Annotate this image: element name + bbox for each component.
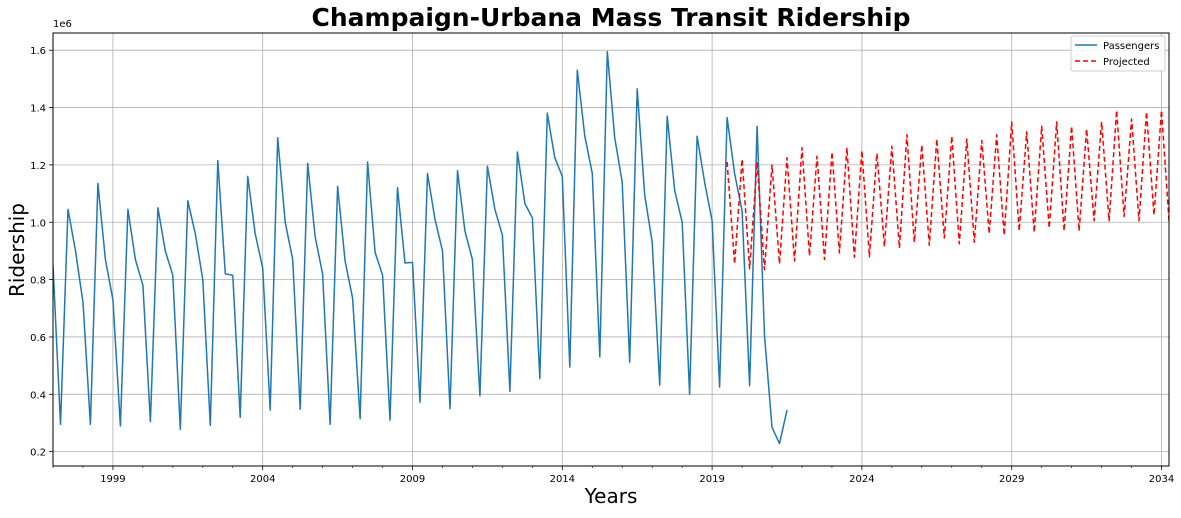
y-tick-label: 0.4 xyxy=(30,390,46,401)
legend: Passengers Projected xyxy=(1070,35,1166,72)
y-axis-label: Ridership xyxy=(5,203,29,297)
legend-label-projected: Projected xyxy=(1103,57,1150,68)
x-tick-label: 2009 xyxy=(400,474,425,485)
y-tick-label: 1.2 xyxy=(30,161,46,172)
y-tick-label: 1.6 xyxy=(30,46,46,57)
y-ticks: 0.2 0.4 0.6 0.8 1.0 1.2 1.4 1.6 xyxy=(30,46,53,459)
x-tick-label: 2019 xyxy=(699,474,724,485)
x-tick-label: 2014 xyxy=(550,474,575,485)
y-offset-text: 1e6 xyxy=(53,19,72,30)
y-tick-label: 0.8 xyxy=(30,276,46,287)
legend-label-passengers: Passengers xyxy=(1103,41,1159,52)
chart-title: Champaign-Urbana Mass Transit Ridership xyxy=(312,3,911,32)
x-tick-label: 2029 xyxy=(999,474,1024,485)
y-tick-label: 1.0 xyxy=(30,218,46,229)
x-tick-label: 1999 xyxy=(100,474,125,485)
series-lines xyxy=(53,50,1169,445)
x-ticks: 1999 2004 2009 2014 2019 2024 2029 2034 xyxy=(52,466,1174,485)
x-axis-label: Years xyxy=(584,484,638,508)
y-tick-label: 0.6 xyxy=(30,333,46,344)
plot-frame xyxy=(52,32,1170,467)
series-line-passengers xyxy=(53,50,788,445)
y-tick-label: 1.4 xyxy=(30,104,46,115)
series-line-projected xyxy=(726,109,1169,271)
y-tick-label: 0.2 xyxy=(30,448,46,459)
x-tick-label: 2004 xyxy=(250,474,275,485)
x-tick-label: 2024 xyxy=(849,474,874,485)
x-tick-label: 2034 xyxy=(1149,474,1174,485)
